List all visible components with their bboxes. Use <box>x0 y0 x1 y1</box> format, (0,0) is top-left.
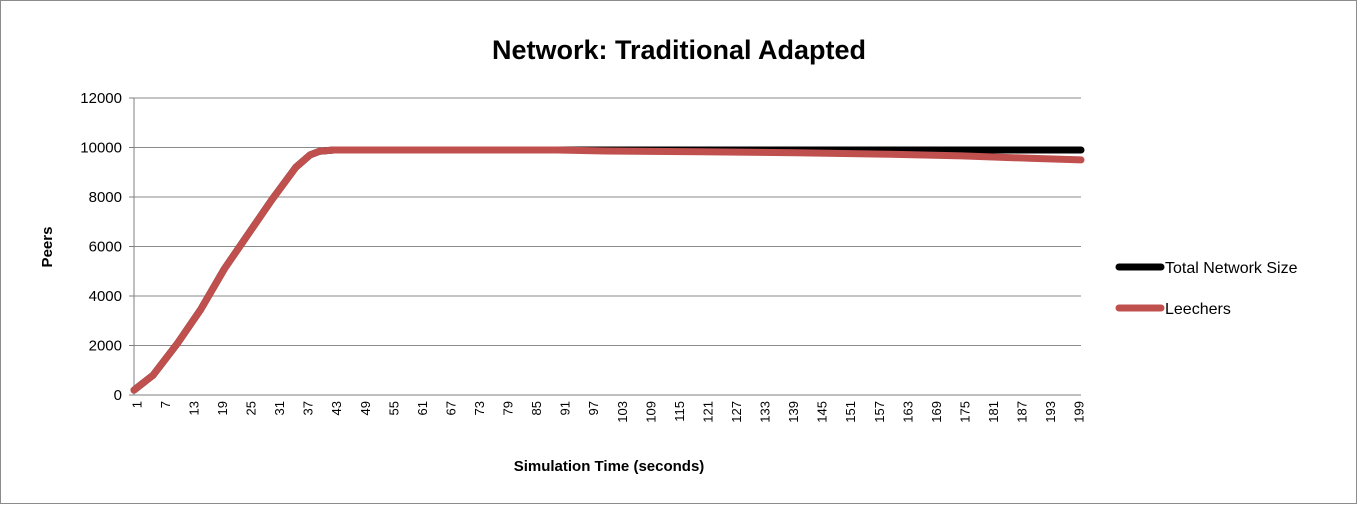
chart-title: Network: Traditional Adapted <box>492 35 866 65</box>
x-tick-label: 49 <box>358 401 373 415</box>
x-tick-label: 127 <box>729 401 744 423</box>
legend: Total Network Size Leechers <box>1115 260 1298 318</box>
y-tick-label: 12000 <box>80 90 122 107</box>
x-tick-label: 199 <box>1072 401 1087 423</box>
y-tick-label: 10000 <box>80 140 122 157</box>
legend-label: Leechers <box>1165 301 1231 318</box>
y-tick-label: 4000 <box>89 288 122 305</box>
y-axis-label: Peers <box>39 227 56 268</box>
series-line-leechers <box>130 146 1085 394</box>
x-tick-label: 133 <box>758 401 773 423</box>
x-tick-label: 175 <box>957 401 972 423</box>
x-tick-label: 97 <box>586 401 601 415</box>
x-tick-label: 73 <box>472 401 487 415</box>
x-tick-label: 103 <box>615 401 630 423</box>
x-tick-label: 163 <box>900 401 915 423</box>
x-tick-label: 13 <box>186 401 201 415</box>
y-tick-label: 0 <box>114 387 122 404</box>
x-tick-label: 37 <box>301 401 316 415</box>
y-tick-label: 2000 <box>89 338 122 355</box>
x-tick-label: 187 <box>1015 401 1030 423</box>
x-tick-label: 115 <box>672 401 687 422</box>
x-tick-label: 145 <box>815 401 830 423</box>
x-tick-label: 61 <box>415 401 430 415</box>
legend-label: Total Network Size <box>1165 260 1298 277</box>
x-tick-label: 193 <box>1043 401 1058 423</box>
x-tick-label: 43 <box>329 401 344 415</box>
x-tick-label: 25 <box>244 401 259 415</box>
x-tick-label: 121 <box>700 401 715 423</box>
x-tick-label: 31 <box>272 401 287 415</box>
x-tick-label: 91 <box>558 401 573 415</box>
x-tick-label: 67 <box>443 401 458 415</box>
x-axis-ticks: 1 7 13 19 25 31 37 43 49 55 61 67 73 79 85 91 97 103 109 11… <box>129 401 1086 423</box>
x-tick-label: 139 <box>786 401 801 423</box>
x-tick-label: 79 <box>501 401 516 415</box>
x-tick-label: 1 <box>129 401 144 408</box>
x-tick-label: 151 <box>843 401 858 423</box>
x-tick-label: 181 <box>986 401 1001 423</box>
x-axis-label: Simulation Time (seconds) <box>514 458 705 475</box>
y-tick-label: 8000 <box>89 189 122 206</box>
x-tick-label: 109 <box>643 401 658 423</box>
series-line-total-network-size <box>130 146 1085 394</box>
x-tick-label: 157 <box>872 401 887 423</box>
x-tick-label: 85 <box>529 401 544 415</box>
x-tick-label: 19 <box>215 401 230 415</box>
y-axis-ticks: 0 2000 4000 6000 8000 10000 12000 <box>80 90 134 404</box>
series-lines <box>130 146 1085 394</box>
grid-lines <box>133 97 1081 396</box>
x-tick-label: 7 <box>158 401 173 408</box>
x-tick-label: 55 <box>386 401 401 415</box>
x-tick-label: 169 <box>929 401 944 423</box>
y-tick-label: 6000 <box>89 239 122 256</box>
